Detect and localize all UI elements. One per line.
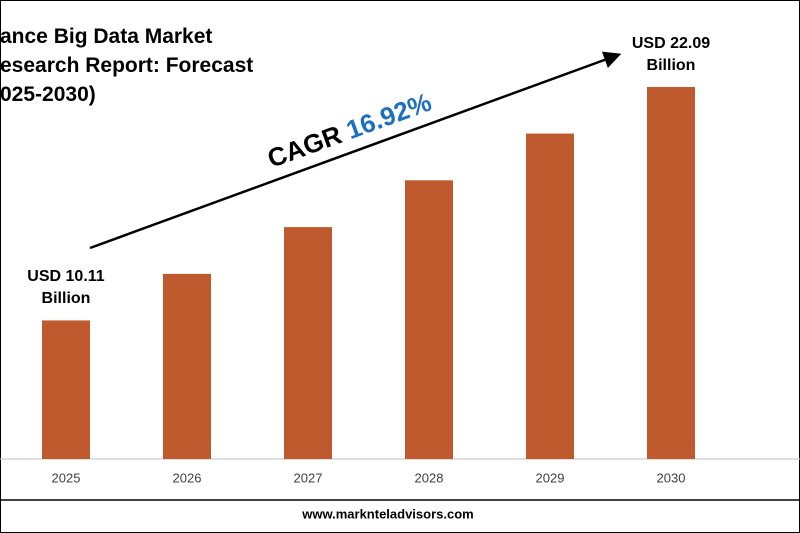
x-tick-label: 2028	[415, 470, 444, 485]
source: www.marknteladvisors.com	[301, 506, 473, 521]
title-line: 025-2030)	[0, 83, 96, 106]
cagr-arrow	[89, 51, 622, 250]
x-tick-label: 2029	[536, 470, 565, 485]
bar	[42, 320, 90, 459]
bar	[526, 133, 574, 459]
x-tick-label: 2026	[173, 470, 202, 485]
title-line: ance Big Data Market	[0, 25, 213, 48]
x-tick-label: 2025	[52, 470, 81, 485]
bar	[647, 86, 695, 459]
x-tick-label: 2027	[294, 470, 323, 485]
chart-title: ance Big Data Market esearch Report: For…	[0, 22, 300, 109]
bar	[163, 273, 211, 459]
cagr-label: CAGR	[263, 119, 345, 173]
title-line: esearch Report: Forecast	[0, 54, 254, 77]
bar	[405, 180, 453, 459]
value-label: USD 22.09 Billion	[631, 34, 711, 74]
value-label: USD 10.11 Billion	[27, 268, 105, 308]
bar	[284, 227, 332, 459]
x-tick-label: 2030	[657, 470, 686, 485]
cagr-value: 16.92%	[342, 86, 435, 144]
